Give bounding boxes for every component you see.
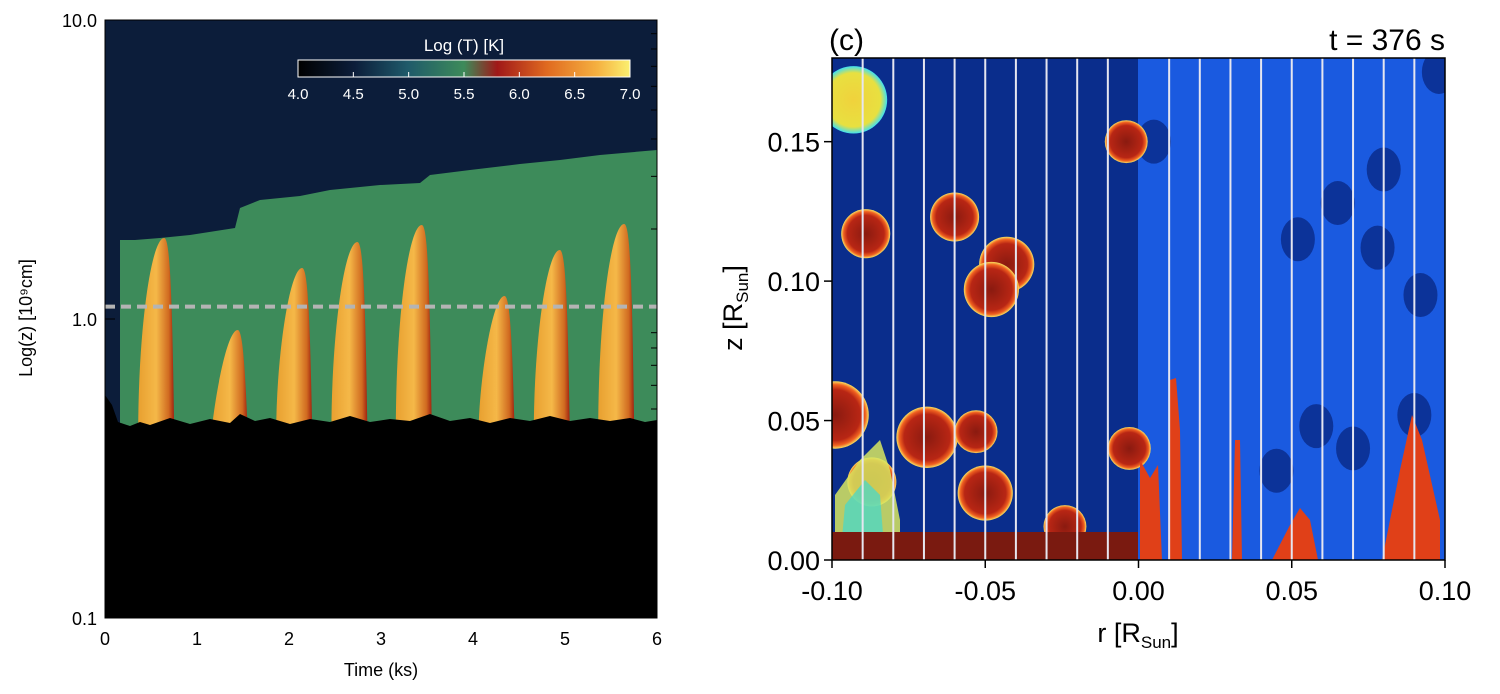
- right-ylabel-sub: Sun: [733, 273, 752, 303]
- left-xlabel: Time (ks): [344, 660, 418, 680]
- hot-event-group: [138, 224, 635, 433]
- plasma-blob: [963, 261, 1019, 318]
- plasma-blob: [1104, 120, 1148, 164]
- right-xlabel-main: r [R: [1097, 618, 1141, 648]
- colorbar-ticks: 4.0 4.5 5.0 5.5 6.0 6.5 7.0: [288, 72, 641, 103]
- shadow-blob: [1421, 58, 1445, 94]
- shadow-blob: [1136, 119, 1171, 164]
- x-tick-label: 0.05: [1265, 576, 1318, 606]
- x-tick-label: 0.10: [1419, 576, 1472, 606]
- right-xlabel-sub: Sun: [1141, 633, 1171, 652]
- colorbar-tick-label: 4.5: [343, 86, 364, 103]
- plasma-blob: [954, 410, 998, 454]
- x-tick-label: -0.05: [954, 576, 1016, 606]
- right-plot-area: [832, 58, 1445, 560]
- y-tick-label: 0.1: [72, 609, 97, 629]
- plasma-blob: [841, 209, 891, 259]
- plasma-blob: [832, 66, 888, 134]
- right-xlabel: r [RSun]: [1097, 618, 1178, 652]
- shadow-blob: [1320, 181, 1355, 226]
- hot-event-spike: [331, 242, 368, 433]
- panel-label: (c): [829, 24, 864, 57]
- x-tick-label: 3: [376, 629, 386, 649]
- x-tick-label: 2: [284, 629, 294, 649]
- x-tick-label: 4: [468, 629, 478, 649]
- x-tick-label: 6: [652, 629, 662, 649]
- left-axis-ticks: 0 1 2 3 4 5 6 10.0 1.0 0.1: [62, 11, 662, 649]
- right-ylabel-main: z [R: [718, 303, 748, 351]
- hot-event-spike: [211, 330, 248, 433]
- y-tick-label: 1.0: [72, 310, 97, 330]
- colorbar-tick-label: 6.0: [509, 86, 530, 103]
- plasma-blob: [896, 406, 958, 468]
- hot-event-spike: [478, 296, 515, 433]
- x-tick-label: 5: [560, 629, 570, 649]
- hot-event-spike: [395, 225, 432, 433]
- colorbar-tick-label: 5.0: [398, 86, 419, 103]
- x-tick-label: 1: [192, 629, 202, 649]
- right-axis-ticks: -0.10 -0.05 0.00 0.05 0.10 0.00 0.05 0.10 0.15: [767, 128, 1471, 606]
- shadow-blob: [1403, 273, 1438, 318]
- right-ylabel-close: ]: [718, 265, 748, 273]
- right-xlabel-close: ]: [1171, 618, 1179, 648]
- shadow-blob: [1280, 217, 1315, 262]
- shadow-blob: [1360, 225, 1395, 270]
- right-panel: -0.10 -0.05 0.00 0.05 0.10 0.00 0.05 0.10 0.15 (…: [718, 24, 1471, 652]
- shadow-blob: [1259, 448, 1294, 493]
- shadow-blob: [1299, 404, 1334, 449]
- colorbar-tick-label: 6.5: [564, 86, 585, 103]
- y-tick-label: 0.00: [767, 546, 820, 576]
- y-tick-label: 0.05: [767, 407, 820, 437]
- colorbar-tick-label: 7.0: [620, 86, 641, 103]
- left-panel: Log (T) [K] 4.0 4.5 5.0 5.5 6.0 6.5 7.0 0 1 2 3 4 5…: [16, 11, 662, 680]
- colorbar-title: Log (T) [K]: [424, 36, 504, 55]
- chromosphere-region: [105, 395, 657, 618]
- hot-event-spike: [276, 268, 313, 433]
- y-tick-label: 0.15: [767, 128, 820, 158]
- x-tick-label: -0.10: [801, 576, 863, 606]
- left-half-blobs: [832, 66, 1151, 548]
- colorbar: Log (T) [K] 4.0 4.5 5.0 5.5 6.0 6.5 7.0: [288, 36, 641, 103]
- time-annotation: t = 376 s: [1329, 24, 1445, 57]
- hot-event-spike: [533, 250, 570, 433]
- plasma-blob: [832, 381, 869, 449]
- grid-vertical-lines: [861, 58, 1416, 560]
- y-tick-label: 10.0: [62, 11, 97, 31]
- plasma-blob: [1107, 426, 1151, 470]
- left-ylabel: Log(z) [10⁹cm]: [16, 259, 36, 377]
- x-tick-label: 0.00: [1112, 576, 1165, 606]
- right-ylabel: z [RSun]: [718, 265, 752, 351]
- hot-event-spike: [138, 238, 175, 433]
- x-tick-label: 0: [100, 629, 110, 649]
- colorbar-tick-label: 5.5: [454, 86, 475, 103]
- left-plot-area: Log (T) [K] 4.0 4.5 5.0 5.5 6.0 6.5 7.0: [105, 20, 657, 618]
- hot-event-spike: [598, 224, 635, 433]
- colorbar-tick-label: 4.0: [288, 86, 309, 103]
- right-half-shadow-blobs: [1136, 58, 1445, 493]
- y-tick-label: 0.10: [767, 267, 820, 297]
